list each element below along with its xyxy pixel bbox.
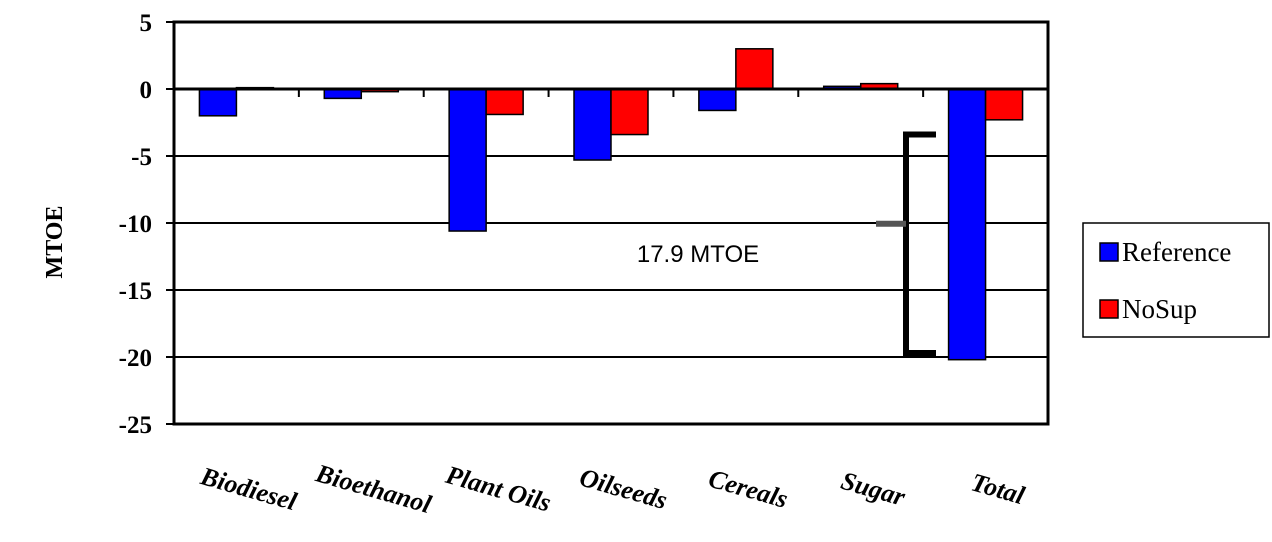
bar-reference-oilseeds [573,88,612,161]
y-tick-label: 0 [140,77,153,104]
x-tick-label: Biodiesel [197,461,301,516]
y-tick-label: -15 [119,278,152,305]
bar-reference-biodiesel [198,88,238,117]
x-tick-label: Total [968,467,1029,510]
y-tick-label: -5 [131,144,152,171]
x-tick-label: Cereals [705,464,791,514]
bar-nosup-plant-oils [485,88,524,116]
legend-label-nosup: NoSup [1122,294,1197,324]
legend-swatch-reference [1099,242,1119,262]
annotation: 17.9 MTOE [637,131,936,356]
bar-reference-plant-oils [448,88,487,232]
legend-swatch-nosup [1099,299,1119,319]
annotation-label: 17.9 MTOE [637,241,759,268]
bar-nosup-cereals [735,48,774,90]
annotation-bracket [903,131,936,356]
axes [174,87,1048,97]
x-tick-label: Plant Oils [442,460,554,518]
x-tick-label: Bioethanol [312,458,436,519]
bar-nosup-total [984,88,1024,121]
legend-label-reference: Reference [1122,237,1231,267]
y-tick-label: -10 [119,211,152,238]
bars [198,48,1024,361]
bar-reference-total [947,88,987,361]
legend: Reference NoSup [1082,222,1270,338]
y-tick-label: 5 [140,10,153,37]
y-tick-label: -25 [119,412,152,439]
y-tick-label: -20 [119,345,152,372]
x-tick-label: Oilseeds [576,463,670,516]
y-axis-label: MTOE [42,206,68,279]
bar-reference-cereals [698,88,737,112]
bar-nosup-oilseeds [610,88,649,136]
x-tick-label: Sugar [838,466,909,512]
